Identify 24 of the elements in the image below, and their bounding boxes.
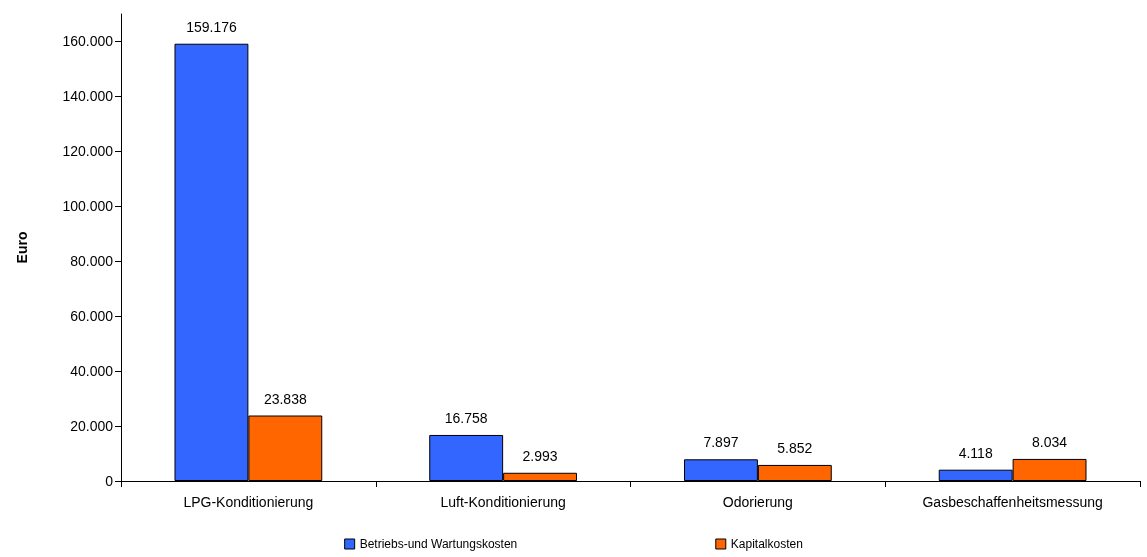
y-tick-label: 60.000 [70, 308, 114, 325]
y-tick-label: 0 [105, 473, 114, 489]
data-label: 16.758 [444, 409, 488, 426]
x-tick-label: Luft-Konditionierung [440, 494, 566, 510]
y-tick-label: 20.000 [70, 418, 114, 435]
data-label: 7.897 [703, 434, 739, 451]
data-label: 5.852 [777, 439, 813, 456]
y-tick-label: 140.000 [62, 88, 114, 105]
y-tick-label: 120.000 [62, 143, 114, 160]
x-tick-label: Odorierung [722, 494, 793, 510]
x-tick-label: LPG-Konditionierung [183, 494, 314, 510]
y-tick-label: 100.000 [62, 198, 114, 215]
y-tick-label: 40.000 [70, 363, 114, 380]
legend-label: Kapitalkosten [730, 537, 803, 551]
data-label: 4.118 [958, 444, 993, 461]
y-tick-label: 80.000 [70, 253, 114, 270]
data-label: 23.838 [263, 390, 307, 407]
legend-label: Betriebs-und Wartungskosten [359, 537, 518, 551]
y-axis-title: Euro [14, 231, 30, 264]
data-label: 8.034 [1032, 433, 1068, 450]
data-label: 2.993 [522, 447, 558, 464]
x-tick-label: Gasbeschaffenheitsmessung [922, 494, 1103, 510]
data-label: 159.176 [186, 18, 237, 35]
y-tick-label: 160.000 [62, 33, 114, 50]
